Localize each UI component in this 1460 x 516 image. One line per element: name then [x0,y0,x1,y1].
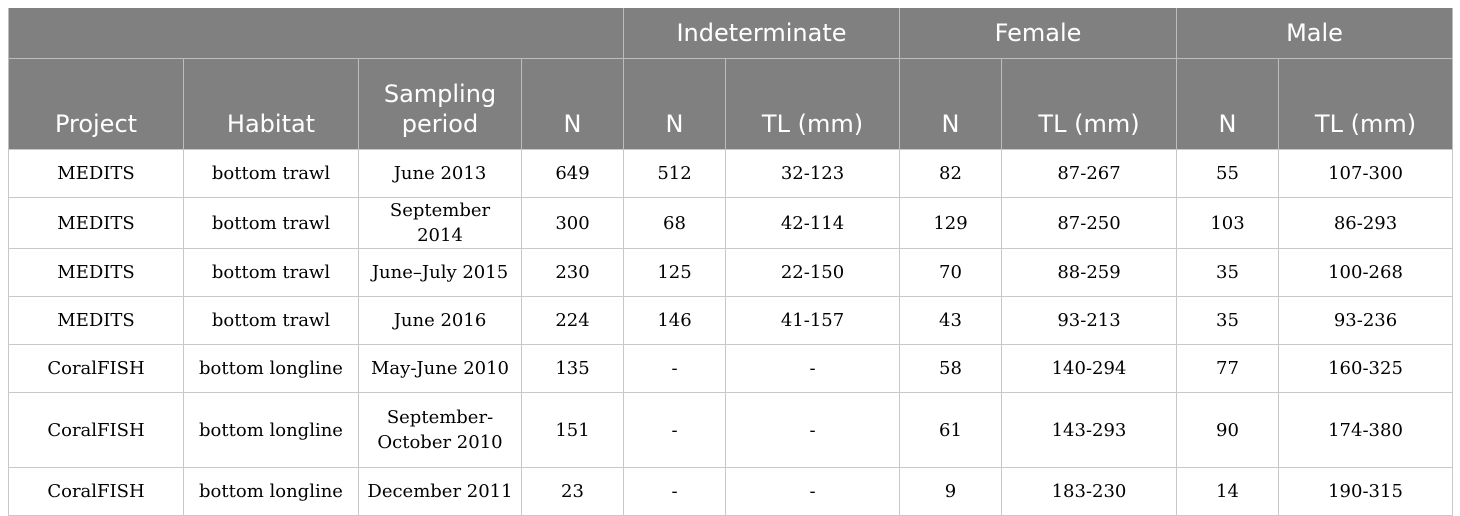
cell-fem-tl: 143-293 [1001,392,1177,468]
cell-ind-n: 512 [623,149,726,198]
group-header-blank [8,8,624,59]
col-header-fem-tl: TL (mm) [1001,58,1177,150]
table-row: CoralFISH bottom longline December 2011 … [8,467,1454,516]
cell-n: 224 [521,296,624,345]
cell-n: 151 [521,392,624,468]
cell-ind-tl: 42-114 [725,197,900,249]
cell-male-n: 77 [1176,344,1279,393]
table-row: CoralFISH bottom longline May-June 2010 … [8,344,1454,393]
cell-fem-tl: 88-259 [1001,248,1177,297]
cell-male-n: 55 [1176,149,1279,198]
cell-male-tl: 100-268 [1277,248,1454,297]
cell-ind-tl: - [725,467,900,516]
cell-fem-n: 9 [899,467,1002,516]
group-header-male: Male [1175,8,1454,59]
column-header-row: Project Habitat Sampling period N N TL (… [8,58,1454,150]
cell-ind-n: - [623,392,726,468]
cell-male-n: 35 [1176,296,1279,345]
table-row: CoralFISH bottom longline September- Oct… [8,392,1454,468]
cell-fem-n: 61 [899,392,1002,468]
cell-habitat: bottom trawl [183,149,359,198]
cell-male-n: 35 [1176,248,1279,297]
cell-n: 23 [521,467,624,516]
col-header-fem-n: N [899,58,1002,150]
col-header-project: Project [8,58,184,150]
cell-ind-tl: 32-123 [725,149,900,198]
cell-period: September- October 2010 [358,392,522,468]
cell-project: MEDITS [8,248,184,297]
col-header-n: N [521,58,624,150]
group-header-indeterminate: Indeterminate [623,8,900,59]
col-header-sampling-period-line1: Sampling [383,80,497,108]
cell-habitat: bottom trawl [183,197,359,249]
cell-habitat: bottom longline [183,467,359,516]
cell-n: 300 [521,197,624,249]
cell-ind-tl: 41-157 [725,296,900,345]
col-header-sampling-period: Sampling period [358,58,522,150]
cell-fem-n: 43 [899,296,1002,345]
cell-project: CoralFISH [8,467,184,516]
cell-period: June 2013 [358,149,522,198]
cell-fem-n: 82 [899,149,1002,198]
col-header-male-n: N [1176,58,1279,150]
cell-male-tl: 107-300 [1277,149,1454,198]
cell-ind-n: 68 [623,197,726,249]
group-header-female: Female [899,8,1177,59]
data-table: Indeterminate Female Male Project Habita… [8,8,1454,516]
cell-male-tl: 86-293 [1277,197,1454,249]
col-header-ind-tl: TL (mm) [725,58,900,150]
cell-ind-tl: - [725,392,900,468]
cell-habitat: bottom longline [183,392,359,468]
cell-male-tl: 174-380 [1277,392,1454,468]
cell-n: 649 [521,149,624,198]
cell-fem-tl: 183-230 [1001,467,1177,516]
cell-ind-tl: - [725,344,900,393]
cell-habitat: bottom trawl [183,248,359,297]
col-header-habitat: Habitat [183,58,359,150]
col-header-ind-n: N [623,58,726,150]
cell-period-line1: September- [386,407,494,428]
cell-ind-n: - [623,467,726,516]
cell-fem-n: 129 [899,197,1002,249]
cell-n: 230 [521,248,624,297]
cell-fem-n: 58 [899,344,1002,393]
cell-period: September 2014 [358,197,522,249]
cell-project: MEDITS [8,197,184,249]
cell-fem-n: 70 [899,248,1002,297]
cell-project: CoralFISH [8,344,184,393]
cell-fem-tl: 87-267 [1001,149,1177,198]
cell-period-line2: October 2010 [377,432,503,453]
table-row: MEDITS bottom trawl June–July 2015 230 1… [8,248,1454,297]
cell-male-tl: 160-325 [1277,344,1454,393]
cell-male-n: 14 [1176,467,1279,516]
cell-fem-tl: 140-294 [1001,344,1177,393]
cell-male-tl: 190-315 [1277,467,1454,516]
cell-project: MEDITS [8,296,184,345]
cell-fem-tl: 87-250 [1001,197,1177,249]
cell-ind-n: 146 [623,296,726,345]
cell-period: May-June 2010 [358,344,522,393]
cell-project: CoralFISH [8,392,184,468]
cell-period: June 2016 [358,296,522,345]
cell-male-n: 103 [1176,197,1279,249]
table-row: MEDITS bottom trawl June 2013 649 512 32… [8,149,1454,198]
cell-habitat: bottom trawl [183,296,359,345]
cell-project: MEDITS [8,149,184,198]
cell-n: 135 [521,344,624,393]
group-header-row: Indeterminate Female Male [8,8,1454,59]
cell-habitat: bottom longline [183,344,359,393]
cell-period: June–July 2015 [358,248,522,297]
cell-fem-tl: 93-213 [1001,296,1177,345]
table-row: MEDITS bottom trawl June 2016 224 146 41… [8,296,1454,345]
col-header-male-tl: TL (mm) [1277,58,1454,150]
cell-ind-tl: 22-150 [725,248,900,297]
cell-ind-n: - [623,344,726,393]
cell-ind-n: 125 [623,248,726,297]
cell-period: December 2011 [358,467,522,516]
cell-male-tl: 93-236 [1277,296,1454,345]
col-header-sampling-period-line2: period [401,110,479,138]
table-row: MEDITS bottom trawl September 2014 300 6… [8,197,1454,249]
cell-male-n: 90 [1176,392,1279,468]
